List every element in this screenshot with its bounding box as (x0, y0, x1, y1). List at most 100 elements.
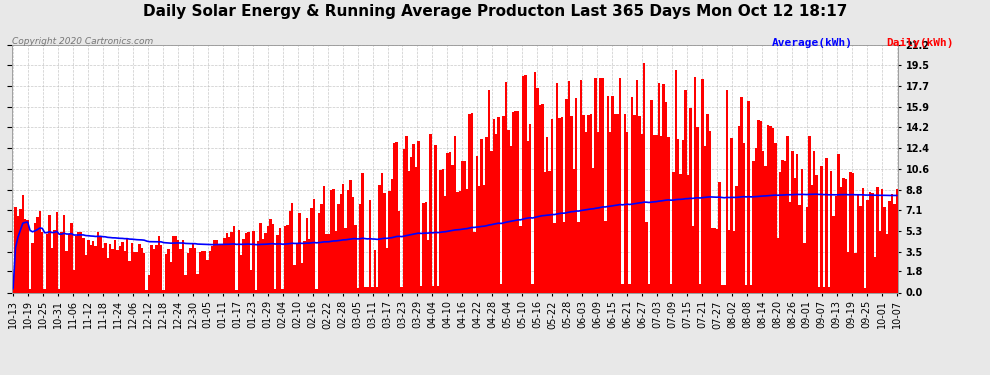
Bar (502, 116, 505, 292)
Bar (167, 249, 169, 292)
Bar (856, 195, 859, 292)
Bar (325, 234, 328, 292)
Bar (886, 234, 888, 292)
Text: Daily Solar Energy & Running Average Producton Last 365 Days Mon Oct 12 18:17: Daily Solar Energy & Running Average Pro… (143, 4, 847, 19)
Bar (483, 184, 485, 292)
Bar (759, 122, 762, 292)
Bar (139, 244, 141, 292)
Bar (645, 222, 647, 292)
Bar (245, 233, 248, 292)
Bar (614, 114, 617, 292)
Bar (393, 143, 395, 292)
Bar (682, 140, 684, 292)
Bar (771, 128, 774, 292)
Bar (226, 233, 228, 292)
Bar (473, 232, 475, 292)
Bar (356, 288, 359, 292)
Bar (194, 248, 196, 292)
Bar (89, 245, 92, 292)
Bar (55, 212, 58, 292)
Bar (597, 132, 599, 292)
Bar (415, 167, 417, 292)
Bar (211, 246, 214, 292)
Bar (179, 249, 182, 292)
Bar (413, 144, 415, 292)
Bar (468, 114, 470, 292)
Bar (85, 255, 87, 292)
Bar (497, 117, 500, 292)
Bar (548, 171, 550, 292)
Bar (157, 236, 160, 292)
Bar (221, 244, 223, 292)
Bar (891, 194, 893, 292)
Bar (102, 248, 104, 292)
Bar (27, 220, 29, 292)
Bar (641, 134, 644, 292)
Bar (655, 135, 657, 292)
Bar (119, 246, 121, 292)
Bar (333, 189, 335, 292)
Bar (162, 290, 164, 292)
Bar (254, 290, 257, 292)
Bar (577, 222, 580, 292)
Bar (22, 195, 24, 292)
Bar (510, 146, 512, 292)
Bar (644, 63, 645, 292)
Bar (842, 178, 844, 292)
Bar (745, 285, 747, 292)
Bar (565, 99, 568, 292)
Bar (209, 251, 211, 292)
Bar (189, 248, 191, 292)
Bar (723, 285, 726, 292)
Bar (422, 202, 425, 292)
Bar (381, 173, 383, 292)
Bar (172, 236, 174, 292)
Bar (201, 252, 204, 292)
Bar (811, 185, 813, 292)
Bar (269, 219, 271, 292)
Bar (893, 204, 896, 292)
Bar (896, 189, 898, 292)
Bar (82, 238, 85, 292)
Bar (599, 78, 602, 292)
Bar (871, 193, 873, 292)
Bar (752, 162, 754, 292)
Bar (301, 263, 303, 292)
Bar (32, 243, 34, 292)
Bar (779, 172, 781, 292)
Bar (164, 254, 167, 292)
Bar (624, 114, 626, 292)
Bar (539, 105, 542, 292)
Bar (214, 240, 216, 292)
Bar (276, 235, 279, 292)
Bar (243, 239, 245, 292)
Text: Daily(kWh): Daily(kWh) (886, 38, 953, 48)
Bar (738, 126, 741, 292)
Bar (191, 243, 194, 292)
Bar (859, 206, 861, 292)
Bar (667, 137, 670, 292)
Bar (776, 238, 779, 292)
Bar (448, 152, 451, 292)
Bar (109, 244, 112, 292)
Bar (570, 116, 572, 292)
Bar (388, 191, 391, 292)
Bar (410, 158, 413, 292)
Bar (155, 245, 157, 292)
Bar (62, 215, 65, 292)
Bar (493, 119, 495, 292)
Bar (395, 142, 398, 292)
Bar (592, 168, 594, 292)
Bar (665, 102, 667, 292)
Bar (796, 154, 798, 292)
Bar (70, 224, 72, 292)
Bar (44, 289, 46, 292)
Bar (736, 186, 738, 292)
Bar (440, 170, 442, 292)
Bar (585, 132, 587, 292)
Bar (286, 225, 289, 292)
Bar (262, 239, 264, 292)
Bar (542, 104, 544, 292)
Bar (107, 258, 109, 292)
Bar (854, 253, 856, 292)
